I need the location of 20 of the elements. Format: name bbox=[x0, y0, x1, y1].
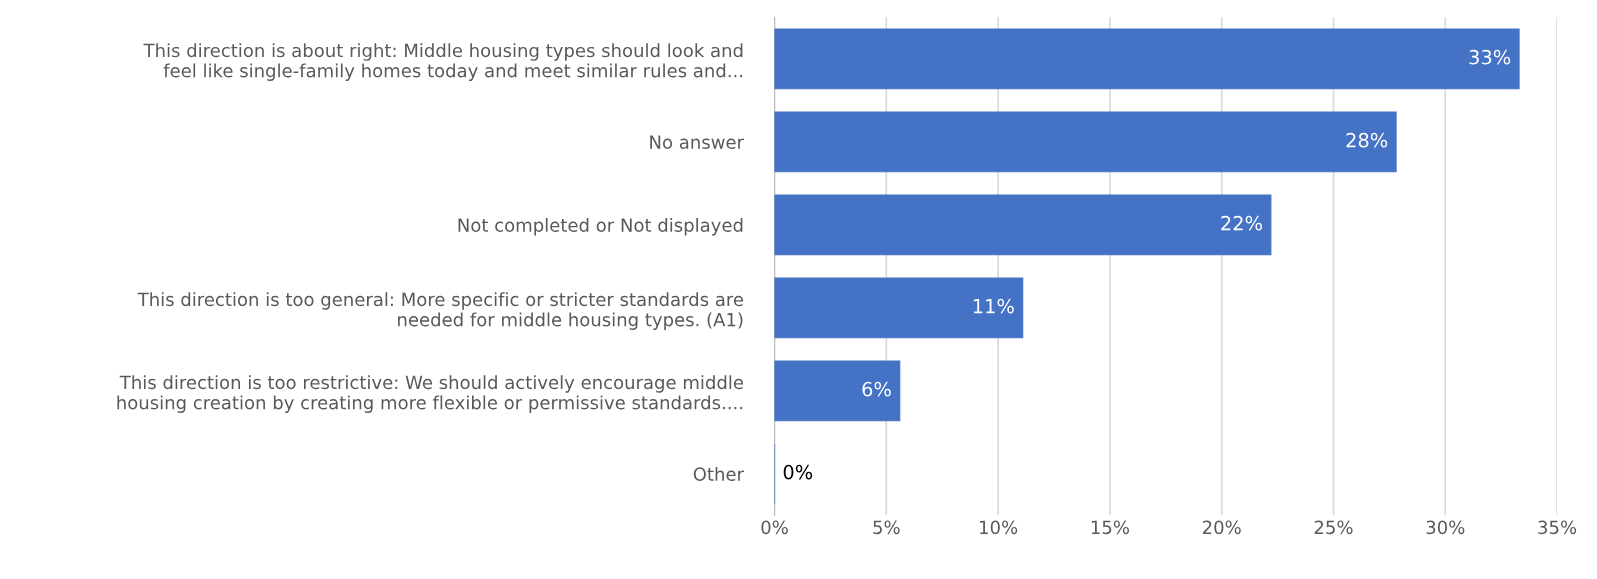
y-tick-label: Not completed or Not displayed bbox=[458, 217, 743, 236]
data-label: 6% bbox=[862, 381, 891, 397]
y-tick-label: This direction is about right: Middle housing types should look and feel like single-family homes today and meet similar rules and... bbox=[143, 43, 743, 81]
data-label: 22% bbox=[1221, 215, 1262, 231]
data-label: 33% bbox=[1469, 49, 1511, 65]
data-label: 11% bbox=[973, 298, 1014, 314]
x-tick-label: 0% bbox=[761, 520, 788, 535]
data-label: 28% bbox=[1346, 132, 1388, 148]
x-tick-label: 25% bbox=[1314, 520, 1353, 535]
x-tick-label: 10% bbox=[980, 520, 1018, 535]
x-tick-label: 20% bbox=[1202, 520, 1241, 535]
y-tick-label: No answer bbox=[650, 135, 744, 149]
x-tick-label: 35% bbox=[1538, 520, 1577, 535]
x-tick-label: 30% bbox=[1426, 520, 1465, 535]
y-tick-label: This direction is too general: More specific or stricter standards are needed for middle housing types. (A1) bbox=[137, 292, 744, 330]
data-label: 0% bbox=[783, 464, 813, 480]
x-tick-label: 5% bbox=[873, 520, 900, 535]
x-tick-label: 15% bbox=[1091, 520, 1129, 535]
y-tick-label: This direction is too restrictive: We should actively encourage middle housing creation by creating more flexible or permissive standards.... bbox=[117, 375, 744, 413]
y-tick-label: Other bbox=[693, 466, 744, 481]
